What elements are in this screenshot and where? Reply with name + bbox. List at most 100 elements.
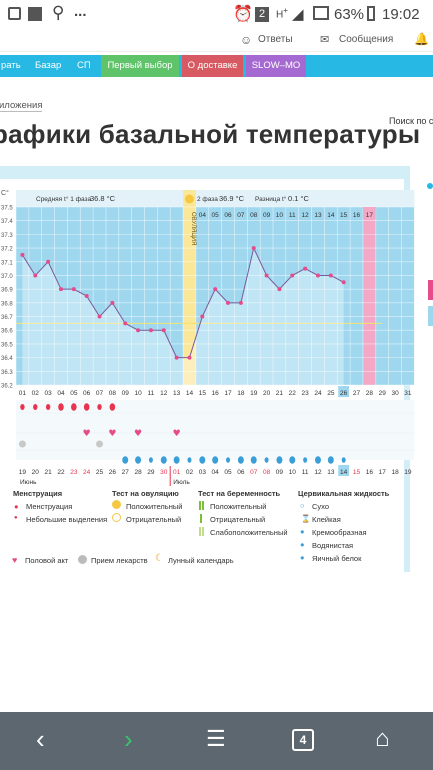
temperature-point	[33, 273, 38, 278]
messages-link[interactable]: Сообщения	[339, 34, 394, 45]
sex-icon: ♥	[12, 555, 18, 565]
negative-test-icon	[112, 513, 121, 522]
legend-cervical-heading: Цервикальная жидкость	[298, 489, 390, 498]
temperature-point	[290, 273, 295, 278]
today-highlight	[338, 386, 350, 397]
nav-item-slowmo[interactable]: SLOW–MO	[246, 55, 306, 77]
legend-lunar: Лунный календарь	[168, 556, 234, 565]
home-icon[interactable]: ⌂	[375, 725, 390, 752]
cycle-day-label: 26	[340, 390, 348, 397]
eggwhite-icon: ●	[300, 553, 305, 562]
calendar-day-label: 12	[314, 469, 322, 476]
temperature-point	[84, 294, 89, 298]
search-input[interactable]: Поиск по с	[385, 114, 433, 129]
cycle-day-label: 05	[70, 390, 78, 397]
answers-link[interactable]: Ответы	[258, 34, 293, 45]
network-icon: H+	[276, 5, 289, 21]
top-day-label: 13	[314, 212, 322, 219]
calendar-day-label: 02	[186, 469, 194, 476]
temperature-point	[97, 314, 102, 319]
calendar-day-label: 03	[199, 469, 207, 476]
temperature-point	[71, 287, 76, 292]
tabs-button[interactable]: 4	[292, 729, 314, 751]
calendar-day-label: 07	[250, 469, 258, 476]
calendar-day-label: 13	[327, 469, 335, 476]
top-day-label: 11	[289, 212, 296, 219]
nav-item-first-choice[interactable]: Первый выбор	[101, 55, 179, 77]
side-pink-tab[interactable]	[428, 280, 433, 300]
cervical-drop	[237, 456, 244, 464]
cycle-day-label: 30	[391, 390, 399, 397]
signal-icon: ◢	[292, 6, 304, 23]
cycle-day-label: 18	[237, 390, 245, 397]
unit-label: С°	[1, 189, 9, 197]
calendar-day-label: 10	[289, 469, 297, 476]
top-day-label: 06	[224, 212, 232, 219]
legend-spotting: Небольшие выделения	[26, 515, 108, 524]
legend-preg-positive: Положительный	[210, 502, 267, 511]
sex-heart: ♥	[173, 429, 181, 439]
legend-sticky: Клейкая	[312, 515, 341, 524]
legend-creamy: Кремообразная	[312, 528, 367, 537]
preg-positive-icon	[199, 501, 204, 510]
site-topbar: ☺ Ответы ✉ Сообщения 🔔	[0, 32, 433, 52]
cycle-day-label: 29	[379, 390, 387, 397]
legend-ovulation-test-heading: Тест на овуляцию	[112, 489, 179, 498]
bbt-chart: 37.5 37.4 37.3 37.2 37.1 37.0 36.9 36.8 36.7 36.6…	[1, 189, 415, 486]
top-day-label: 08	[250, 212, 258, 219]
mute-icon	[313, 6, 329, 20]
cervical-drop	[226, 457, 231, 463]
side-blue-tab[interactable]	[428, 306, 433, 326]
calendar-day-label: 25	[96, 469, 104, 476]
calendar-day-label: 19	[404, 469, 412, 476]
nav-item-bazar[interactable]: Базар	[35, 60, 62, 71]
alarm-icon: ⏰	[233, 6, 253, 23]
cycle-day-label: 07	[96, 390, 104, 397]
breadcrumb[interactable]: иложения	[0, 100, 43, 112]
cervical-drop	[264, 457, 269, 463]
legend-menstruation: Менструация	[26, 502, 73, 511]
top-day-label: 14	[327, 212, 335, 219]
top-day-label: 10	[276, 212, 284, 219]
menstruation-drop	[33, 404, 38, 410]
cervical-drop	[341, 457, 346, 463]
cycle-day-label: 02	[32, 390, 40, 397]
calendar-day-label: 06	[237, 469, 245, 476]
cycle-day-label: 31	[404, 390, 412, 397]
calendar-day-label: 29	[147, 469, 155, 476]
temperature-point	[148, 328, 153, 333]
calendar-day-label: 24	[83, 469, 91, 476]
cervical-drop	[187, 457, 192, 463]
nav-item-delivery[interactable]: О доставке	[182, 55, 243, 77]
watery-icon: ●	[300, 540, 305, 549]
cycle-day-label: 08	[109, 390, 117, 397]
calendar-day-label: 05	[224, 469, 232, 476]
nav-item-sp[interactable]: СП	[77, 60, 91, 71]
cervical-drop	[199, 456, 206, 464]
forward-icon[interactable]: ›	[124, 724, 133, 754]
cycle-day-label: 13	[173, 390, 181, 397]
today-highlight	[338, 465, 350, 476]
top-day-label: 16	[353, 212, 361, 219]
back-icon[interactable]: ‹	[36, 724, 45, 754]
menstruation-drop	[97, 404, 102, 410]
y-tick-label: 36.3	[1, 370, 13, 376]
more-notifications: ...	[74, 3, 87, 20]
legend-preg-negative: Отрицательный	[210, 515, 266, 524]
bell-icon[interactable]: 🔔	[414, 32, 429, 46]
main-nav: рать Базар СП Первый выбор О доставке SL…	[0, 55, 433, 129]
cycle-day-label: 22	[289, 390, 297, 397]
cycle-day-label: 12	[160, 390, 168, 397]
nav-item-collect[interactable]: рать	[1, 60, 21, 71]
menu-icon[interactable]: ☰	[206, 726, 226, 751]
phase2-value: 36.9 °C	[219, 194, 245, 203]
temperature-point	[264, 273, 269, 278]
legend-dry: Сухо	[312, 502, 330, 511]
cycle-day-label: 17	[224, 390, 232, 397]
calendar-day-label: 23	[70, 469, 78, 476]
cycle-day-label: 21	[276, 390, 284, 397]
calendar-day-label: 17	[379, 469, 387, 476]
month-july: Июль	[173, 479, 190, 486]
sticky-icon: ⌛	[301, 514, 311, 523]
diff-value: 0.1 °C	[288, 194, 310, 203]
